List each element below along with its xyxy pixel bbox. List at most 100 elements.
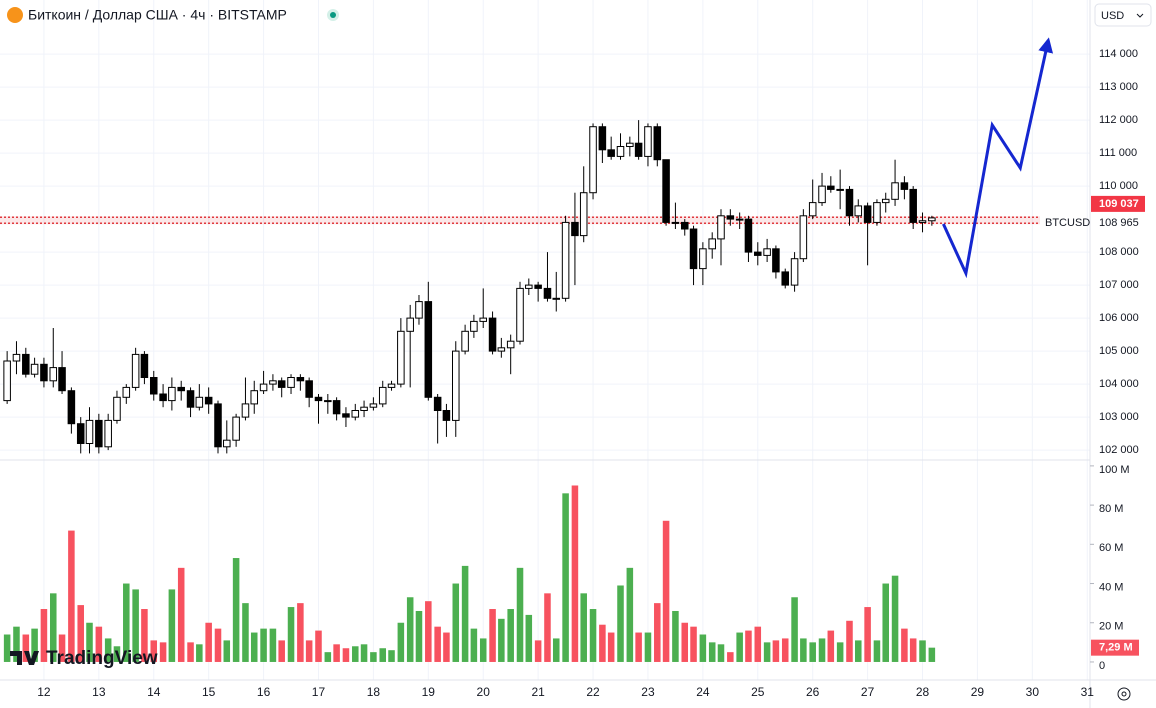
candle-body [378,386,387,405]
candle-body [387,383,396,388]
volume-bar [388,650,395,662]
last-price-box [1091,195,1145,212]
x-tick-label: 19 [422,685,436,699]
volume-bar [690,626,697,662]
candle-body [918,220,927,223]
candle-body [269,380,277,385]
volume-bar [31,628,38,662]
x-tick-label: 29 [971,685,985,699]
candle-body [881,198,890,204]
candle-body [232,416,240,441]
volume-bar [727,652,734,662]
volume-bar [406,597,414,662]
symbol-name: BTCUSD [1045,217,1090,229]
candle-body [671,221,680,224]
currency-button[interactable] [1094,3,1152,27]
x-tick-label: 22 [586,685,600,699]
candle-body [406,317,414,332]
volume-bar [223,640,231,662]
volume-bar [479,638,487,662]
candle-body [177,386,185,392]
volume-bar [214,628,222,662]
currency-label: USD [1101,10,1124,22]
volume-bar [86,622,93,662]
volume-bar [809,642,816,662]
x-tick-label: 15 [202,685,216,699]
candle-body [351,410,360,418]
volume-bar [415,610,423,662]
x-tick-label: 12 [37,685,51,699]
candle-body [598,126,607,151]
last-price-label: 109 037 [1099,198,1139,210]
candle-body [808,202,817,217]
volume-tick-label: 0 [1099,660,1105,672]
candle-body [790,258,799,286]
candle-body [561,221,570,299]
candle-body [689,228,698,270]
volume-bar [909,638,917,662]
candle-body [534,284,542,289]
candle-body [479,317,487,322]
candle-body [186,390,195,408]
candle-body [543,287,552,299]
volume-bar [836,642,844,662]
candle-body [433,396,442,412]
volume-bar [150,640,158,662]
candle-body [442,410,451,421]
volume-tick-label: 100 M [1099,464,1130,476]
volume-bar [260,628,267,662]
volume-bar [928,647,936,662]
candle-body [607,149,615,157]
volume-bar [113,646,121,662]
candle-body [113,396,121,421]
candle-body [149,377,158,395]
volume-bar [49,593,57,662]
candle-body [754,251,762,256]
volume-bar [599,624,606,662]
candle-body [579,192,588,237]
candle-body [22,353,30,375]
settings-icon[interactable] [1117,687,1131,701]
candle-body [95,419,103,448]
volume-bar [269,628,277,662]
candle-body [332,400,341,415]
volume-bar [498,618,505,662]
volume-bar [141,609,148,662]
volume-tick-label: 40 M [1099,581,1123,593]
candle-body [360,406,368,412]
candle-body [305,380,313,398]
candle-body [516,287,524,342]
volume-bar [562,493,569,662]
volume-bar [580,593,587,662]
forecast-line [942,37,1054,279]
volume-bar [552,638,560,662]
volume-bar [708,642,716,662]
volume-bar [763,642,771,662]
volume-bar [168,589,176,662]
volume-bar [196,644,203,662]
candle-body [140,353,149,379]
candle-body [900,182,909,190]
candle-body [168,386,176,402]
volume-bar [791,597,798,662]
brand-icon [10,651,39,665]
candle-body [250,390,259,405]
candle-body [195,396,204,408]
volume-bar [864,607,871,662]
volume-bar [781,638,789,662]
candle-body [626,142,634,148]
grid [0,0,1090,680]
x-tick-label: 26 [806,685,820,699]
candle-body [214,403,222,448]
volume-bar [187,642,194,662]
candle-body [644,126,652,157]
candle-body [928,217,936,222]
volume-bar [443,632,450,662]
volume-bar [827,630,835,662]
volume-bar [672,610,679,662]
volume-bar [95,626,103,662]
volume-bar [489,609,496,662]
volume-bar [882,583,889,662]
candle-body [397,330,405,385]
candle-body [873,202,881,223]
